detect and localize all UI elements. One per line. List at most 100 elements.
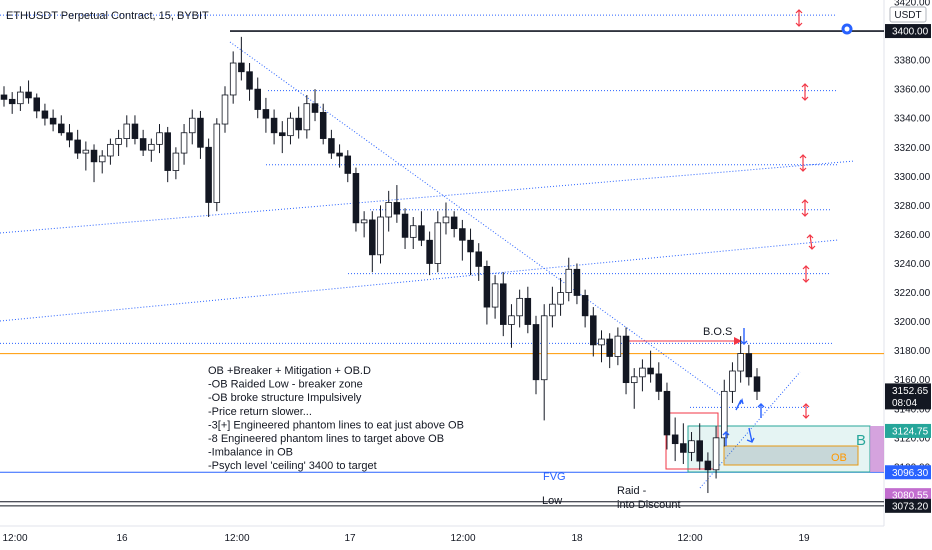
candle-body-58 — [475, 251, 482, 267]
candle-body-5 — [41, 110, 49, 119]
price-tick-3240.00: 3240.00 — [894, 259, 931, 270]
price-tag-5 — [885, 498, 931, 513]
candle-body-7 — [58, 123, 65, 134]
price-tag-4 — [885, 488, 931, 503]
price-tick-3320.00: 3320.00 — [894, 143, 931, 154]
candle-body-32 — [262, 109, 270, 119]
red-marker-2 — [801, 83, 809, 101]
candle-body-84 — [688, 440, 695, 453]
b-marker-label: B — [856, 432, 866, 449]
red-marker-4 — [801, 199, 809, 217]
price-tag-label-1: 3152.65 — [892, 386, 929, 397]
note-line-5: -8 Engineered phantom lines to target ab… — [208, 433, 444, 445]
blue-marker-a — [735, 397, 744, 411]
candle-body-42 — [344, 155, 352, 174]
candle-body-78 — [639, 367, 646, 378]
red-marker-3 — [799, 154, 807, 172]
candle-body-1 — [8, 98, 16, 105]
candle-body-10 — [82, 149, 90, 154]
candle-body-69 — [565, 268, 573, 293]
candle-body-64 — [524, 297, 532, 325]
candle-body-70 — [573, 268, 581, 296]
candle-body-23 — [188, 117, 196, 134]
price-tick-3160.00: 3160.00 — [894, 375, 931, 386]
candle-body-66 — [540, 315, 548, 381]
currency-button[interactable] — [889, 6, 927, 23]
price-tick-3300.00: 3300.00 — [894, 172, 931, 183]
candle-body-20 — [164, 132, 171, 171]
time-tick-2: 12:00 — [224, 533, 249, 544]
blue-marker-b — [746, 427, 755, 443]
price-tick-3120.00: 3120.00 — [894, 433, 931, 444]
candle-body-52 — [426, 239, 433, 264]
note-line-4: -3[+] Engineered phantom lines to eat ju… — [208, 419, 464, 431]
price-tick-3420.00: 3420.00 — [894, 0, 931, 9]
candle-body-17 — [139, 138, 147, 151]
candle-body-79 — [647, 367, 654, 375]
channel-lower-line — [0, 239, 839, 322]
time-tick-6: 12:00 — [677, 533, 702, 544]
note-line-6: -Imbalance in OB — [208, 447, 293, 459]
alert-icon[interactable] — [841, 23, 853, 35]
candle-body-3 — [25, 91, 32, 99]
candle-body-35 — [287, 117, 294, 137]
note-line-1: -OB Raided Low - breaker zone — [208, 379, 363, 391]
time-tick-3: 17 — [344, 533, 356, 544]
candle-body-40 — [328, 138, 335, 154]
chart-title: ETHUSDT Perpetual Contract, 15, BYBIT — [6, 10, 209, 22]
price-tag-label-5: 3073.20 — [892, 501, 929, 512]
low-label: Low — [542, 495, 562, 507]
candle-body-71 — [581, 295, 589, 317]
candles — [0, 36, 761, 494]
horizontal-levels — [0, 14, 884, 507]
candle-body-75 — [614, 335, 622, 357]
candle-body-2 — [17, 91, 24, 105]
candle-body-60 — [491, 283, 499, 308]
candle-body-6 — [49, 117, 57, 125]
channel-upper-line — [0, 160, 856, 234]
candle-body-73 — [598, 338, 605, 346]
blue-up-arrow — [757, 403, 765, 418]
time-tick-7: 19 — [798, 533, 810, 544]
candle-body-68 — [557, 292, 564, 305]
candle-body-38 — [311, 103, 319, 113]
price-tag-label-2: 3124.75 — [892, 426, 929, 437]
candle-body-59 — [483, 266, 491, 308]
time-tick-1: 16 — [116, 533, 128, 544]
ob-box[interactable] — [723, 445, 859, 466]
plot-area[interactable] — [0, 0, 884, 526]
price-tick-3340.00: 3340.00 — [894, 114, 931, 125]
red-marker-5 — [806, 234, 816, 250]
candle-body-22 — [180, 132, 188, 154]
price-tick-3140.00: 3140.00 — [894, 404, 931, 415]
time-tick-5: 18 — [571, 533, 583, 544]
price-tag-label-0: 3400.00 — [892, 27, 929, 38]
candle-body-86 — [704, 460, 712, 471]
candle-body-30 — [246, 71, 253, 90]
candle-body-46 — [377, 216, 384, 256]
blue-marker-c — [722, 431, 730, 446]
candle-body-85 — [696, 440, 703, 462]
note-line-0: OB +Breaker + Mitigation + OB.D — [208, 365, 371, 377]
price-tag-1 — [885, 383, 931, 410]
candle-body-81 — [663, 390, 671, 436]
candle-body-65 — [532, 324, 540, 381]
price-tick-3180.00: 3180.00 — [894, 346, 931, 357]
candle-body-24 — [197, 117, 204, 148]
candle-body-36 — [295, 117, 302, 131]
candle-body-8 — [66, 132, 73, 141]
candle-body-83 — [680, 443, 687, 453]
price-axis[interactable] — [884, 0, 932, 550]
candle-body-48 — [393, 202, 401, 215]
candle-body-77 — [630, 376, 638, 384]
price-tag-2 — [885, 423, 931, 438]
price-tick-3280.00: 3280.00 — [894, 201, 931, 212]
candle-body-25 — [205, 146, 212, 203]
ob-label: OB — [831, 452, 847, 464]
candle-body-51 — [418, 225, 425, 241]
candle-body-31 — [254, 88, 261, 110]
candle-body-14 — [115, 138, 122, 145]
candle-body-74 — [606, 338, 613, 357]
